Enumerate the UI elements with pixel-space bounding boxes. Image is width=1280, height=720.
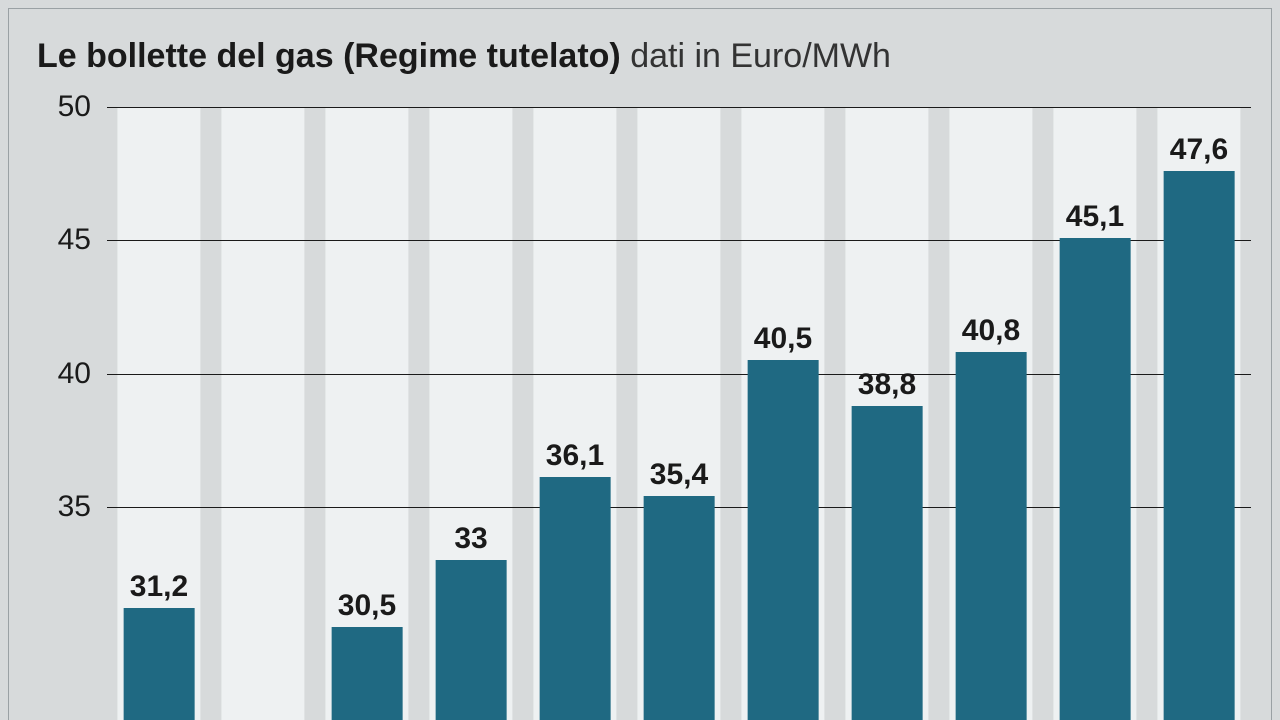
bar-column: 30,5 <box>315 107 419 720</box>
chart-area: 31,2 30,5 33 36,1 35,4 40,5 38,8 40,8 45,1 47,6 <box>107 107 1251 720</box>
bar-value-label: 33 <box>454 522 487 556</box>
y-tick-label: 40 <box>58 357 91 391</box>
bar-value-label: 30,5 <box>338 589 396 623</box>
y-tick-label: 50 <box>58 90 91 124</box>
bar <box>124 608 195 720</box>
bar-value-label: 47,6 <box>1170 133 1228 167</box>
bar-column: 31,2 <box>107 107 211 720</box>
bar <box>1060 238 1131 720</box>
bar-column: 40,8 <box>939 107 1043 720</box>
bar-value-label: 35,4 <box>650 458 708 492</box>
bar-column: 36,1 <box>523 107 627 720</box>
bar-column: 40,5 <box>731 107 835 720</box>
bar <box>956 352 1027 720</box>
chart-title-light: dati in Euro/MWh <box>621 37 891 75</box>
chart-title: Le bollette del gas (Regime tutelato) da… <box>37 37 891 76</box>
chart-title-bold: Le bollette del gas (Regime tutelato) <box>37 37 621 75</box>
bar-column: 38,8 <box>835 107 939 720</box>
bar-column: 47,6 <box>1147 107 1251 720</box>
y-tick-label: 35 <box>58 490 91 524</box>
bar-column: 45,1 <box>1043 107 1147 720</box>
bar <box>540 477 611 720</box>
y-axis: 50454035 <box>37 107 97 720</box>
bar-column: 33 <box>419 107 523 720</box>
plot-area: 50454035 31,230,53336,135,440,538,840,84… <box>37 107 1251 720</box>
bar <box>436 560 507 720</box>
bar <box>644 496 715 720</box>
bar-value-label: 40,5 <box>754 322 812 356</box>
bar-value-label: 40,8 <box>962 314 1020 348</box>
bar <box>852 406 923 720</box>
bar <box>332 627 403 720</box>
bar-value-label: 45,1 <box>1066 200 1124 234</box>
bar-column: 35,4 <box>627 107 731 720</box>
bar-column <box>211 107 315 720</box>
chart-frame: Le bollette del gas (Regime tutelato) da… <box>8 8 1272 720</box>
bar-value-label: 31,2 <box>130 570 188 604</box>
bar-columns: 31,2 30,5 33 36,1 35,4 40,5 38,8 40,8 45,1 47,6 <box>107 107 1251 720</box>
bar-value-label: 38,8 <box>858 368 916 402</box>
bar-value-label: 36,1 <box>546 439 604 473</box>
bar <box>748 360 819 720</box>
y-tick-label: 45 <box>58 223 91 257</box>
bar <box>1164 171 1235 720</box>
